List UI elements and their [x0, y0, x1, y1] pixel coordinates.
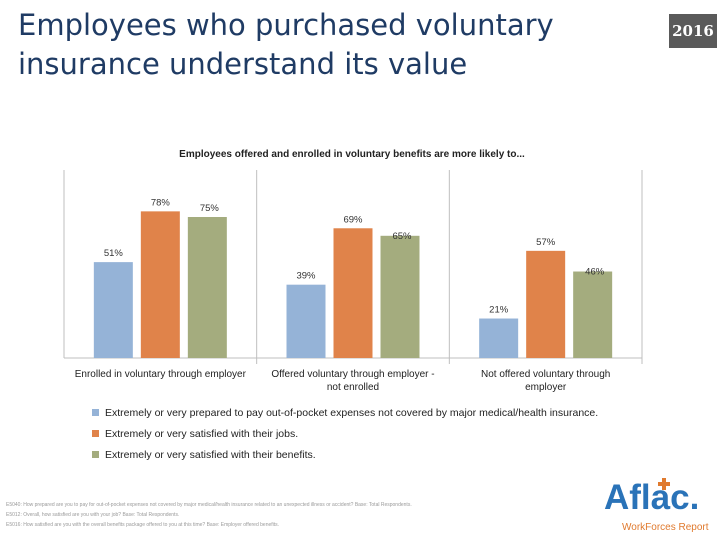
legend-item-prepared: Extremely or very prepared to pay out-of…: [92, 402, 598, 423]
data-label: 39%: [296, 271, 316, 282]
plus-icon: [658, 478, 670, 490]
bar: [286, 284, 326, 358]
bar: [333, 228, 373, 358]
legend-label: Extremely or very satisfied with their j…: [105, 427, 299, 440]
category-label: employer: [525, 382, 567, 393]
footnote: E5012: Overall, how satisfied are you wi…: [6, 512, 180, 518]
footnotes: E5040: How prepared are you to pay for o…: [6, 500, 566, 530]
legend-swatch: [92, 430, 99, 437]
bar: [573, 271, 613, 358]
bar: [479, 318, 519, 358]
aflac-logo: Aflac. WorkForces Report: [600, 478, 716, 536]
logo-wordmark: Aflac.: [604, 478, 700, 517]
data-label: 65%: [392, 231, 412, 242]
data-label: 75%: [200, 203, 220, 214]
category-label: Enrolled in voluntary through employer: [75, 369, 247, 380]
data-label: 46%: [585, 267, 605, 278]
legend-item-job-satisfaction: Extremely or very satisfied with their j…: [92, 423, 598, 444]
data-label: 21%: [489, 305, 509, 316]
bar: [93, 262, 133, 358]
category-label: Not offered voluntary through: [481, 369, 610, 380]
category-label: Offered voluntary through employer -: [271, 369, 434, 380]
data-label: 78%: [151, 197, 171, 208]
data-label: 57%: [536, 237, 556, 248]
slide-title: Employees who purchased voluntary insura…: [18, 8, 554, 81]
bar: [380, 235, 420, 358]
legend-item-benefit-satisfaction: Extremely or very satisfied with their b…: [92, 444, 598, 465]
logo-subtitle: WorkForces Report: [622, 522, 709, 533]
legend-swatch: [92, 451, 99, 458]
legend-label: Extremely or very satisfied with their b…: [105, 448, 316, 461]
footnote: E5016: How satisfied are you with the ov…: [6, 522, 280, 528]
chart-title: Employees offered and enrolled in volunt…: [179, 149, 525, 160]
bar: [526, 250, 566, 358]
data-label: 51%: [104, 248, 124, 259]
category-label: not enrolled: [327, 382, 379, 393]
legend-label: Extremely or very prepared to pay out-of…: [105, 406, 599, 419]
bar: [140, 211, 180, 358]
data-label: 69%: [343, 214, 363, 225]
plot-area: 51% 78% 75% Enrolled in voluntary through e…: [63, 170, 643, 393]
year-badge: 2016: [669, 14, 717, 48]
legend-swatch: [92, 409, 99, 416]
legend: Extremely or very prepared to pay out-of…: [92, 402, 598, 465]
bar: [187, 217, 227, 358]
footnote: E5040: How prepared are you to pay for o…: [6, 502, 412, 508]
bar-chart: Employees offered and enrolled in volunt…: [63, 149, 643, 393]
